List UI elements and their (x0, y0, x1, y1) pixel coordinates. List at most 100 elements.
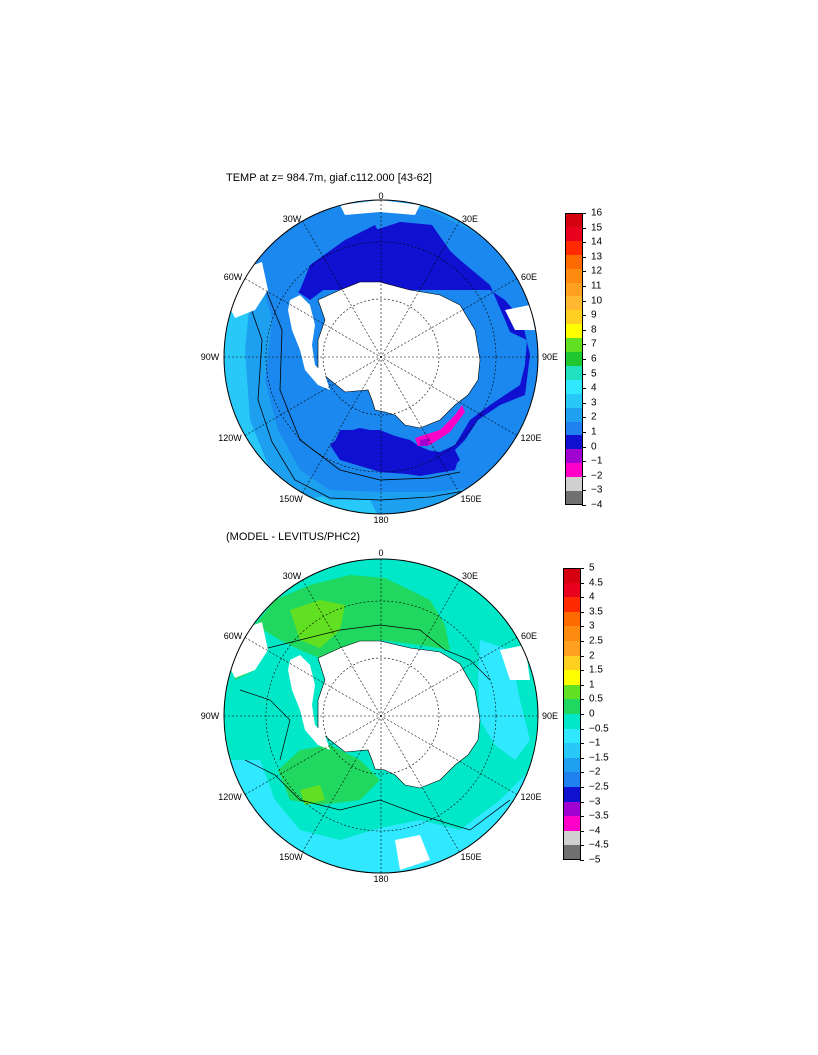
map2-lon-label-120e: 120E (520, 792, 542, 802)
colorbar-swatch (565, 338, 583, 353)
colorbar-label: 0.5 (589, 693, 603, 705)
colorbar-tick (580, 568, 584, 569)
colorbar-swatch (563, 787, 581, 803)
colorbar-swatch (565, 435, 583, 450)
colorbar-label: 7 (591, 338, 597, 350)
colorbar-label: 0 (589, 708, 595, 720)
colorbar-swatch (563, 714, 581, 730)
map2-graticule (224, 559, 538, 873)
colorbar-swatch (563, 757, 581, 773)
colorbar-swatch (565, 268, 583, 283)
colorbar-swatch (565, 254, 583, 270)
map2-lon-label-0: 0 (378, 548, 384, 558)
colorbar-label: 3 (589, 620, 595, 632)
colorbar-swatch (563, 626, 581, 642)
colorbar-swatch (565, 407, 583, 423)
colorbar-label: 4.5 (589, 577, 603, 589)
map1-colorbar: 16 15 14 13 12 11 10 9 8 7 6 5 4 3 2 1 0 −1 −2 −3 −4 (565, 208, 625, 511)
colorbar-tick (582, 256, 586, 258)
colorbar-label: −2 (589, 766, 601, 778)
colorbar-label: 2 (589, 650, 595, 662)
colorbar-swatch (563, 830, 581, 846)
colorbar-tick (582, 505, 586, 506)
colorbar-swatch (565, 352, 583, 367)
colorbar-label: −4 (589, 825, 601, 837)
map2-lon-label-60e: 60E (520, 631, 538, 641)
colorbar-swatch (563, 684, 581, 700)
colorbar-label: 1 (589, 679, 595, 691)
colorbar-label: 4 (589, 591, 595, 603)
colorbar-label: −5 (589, 854, 601, 866)
colorbar-label: 1.5 (589, 664, 603, 676)
colorbar-swatch (565, 365, 583, 381)
colorbar-tick (580, 757, 584, 759)
colorbar-swatch (563, 670, 581, 686)
colorbar-tick (580, 670, 584, 672)
colorbar-label: 16 (591, 207, 603, 219)
colorbar-tick (580, 728, 584, 730)
colorbar-label: 5 (591, 368, 597, 380)
colorbar-swatch (565, 310, 583, 325)
colorbar-tick (580, 801, 584, 803)
colorbar-label: 15 (591, 222, 603, 234)
colorbar-label: 1 (591, 426, 597, 438)
colorbar-label: 13 (591, 251, 603, 263)
colorbar-tick (580, 816, 584, 818)
map1-lon-label-120e: 120E (520, 433, 542, 443)
map2-difference-field (224, 559, 538, 873)
colorbar-tick (582, 227, 586, 229)
colorbar-label: 0 (591, 441, 597, 453)
colorbar-swatch (565, 477, 583, 492)
colorbar-swatch (565, 491, 583, 506)
map1-temperature-field (224, 200, 538, 514)
colorbar-tick (580, 626, 584, 628)
colorbar-tick (580, 743, 584, 745)
colorbar-swatch (563, 816, 581, 832)
colorbar-tick (582, 271, 586, 273)
colorbar-swatch (565, 463, 583, 478)
colorbar-swatch (565, 296, 583, 311)
map2-lon-label-60w: 60W (223, 631, 243, 641)
map2-lon-label-30e: 30E (461, 571, 479, 581)
colorbar-swatch (565, 324, 583, 339)
colorbar-swatch (563, 611, 581, 627)
colorbar-label: −4.5 (589, 839, 609, 851)
colorbar-swatch (563, 743, 581, 759)
colorbar-label: 8 (591, 324, 597, 336)
map1-lon-label-90w: 90W (200, 352, 220, 362)
colorbar-swatch (565, 393, 583, 409)
colorbar-tick (582, 373, 586, 375)
colorbar-label: 5 (589, 562, 595, 574)
map1-lon-label-30w: 30W (282, 214, 302, 224)
colorbar-label: 12 (591, 265, 603, 277)
colorbar-tick (580, 655, 584, 657)
colorbar-tick (580, 830, 584, 832)
colorbar-tick (580, 611, 584, 613)
map1-lon-label-30e: 30E (461, 214, 479, 224)
colorbar-tick (582, 213, 586, 214)
colorbar-swatch (563, 699, 581, 715)
colorbar-tick (582, 344, 586, 346)
colorbar-swatch (563, 641, 581, 657)
colorbar-swatch (565, 240, 583, 256)
colorbar-label: 2 (591, 411, 597, 423)
colorbar-label: −1 (589, 737, 601, 749)
colorbar-tick (580, 684, 584, 686)
colorbar-swatch (563, 568, 581, 584)
colorbar-label: 14 (591, 236, 603, 248)
colorbar-tick (582, 286, 586, 287)
colorbar-label: −3 (591, 484, 603, 496)
map1-lon-label-150e: 150E (460, 494, 482, 504)
colorbar-tick (580, 845, 584, 847)
map2-boundary (223, 558, 539, 874)
colorbar-label: −1.5 (589, 752, 609, 764)
map1-lon-label-150w: 150W (279, 494, 303, 504)
colorbar-swatch (563, 655, 581, 671)
colorbar-swatch (563, 597, 581, 613)
map2-colorbar: 5 4.5 4 3.5 3 2.5 2 1.5 1 0.5 0 −0.5 −1 −1.5 −2 −2.5 −3 −… (563, 563, 623, 866)
colorbar-tick (582, 388, 586, 390)
colorbar-swatch (563, 801, 581, 817)
colorbar-tick (582, 490, 586, 492)
map1-lon-label-120w: 120W (218, 433, 242, 443)
colorbar-tick (582, 461, 586, 463)
